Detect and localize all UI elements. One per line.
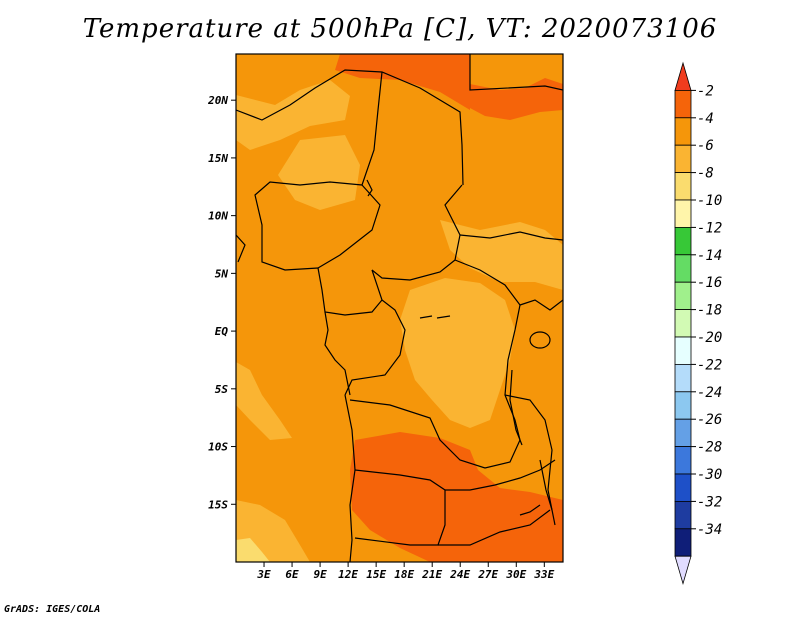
- lat-tick-label: EQ: [215, 325, 229, 338]
- credit-label: GrADS: IGES/COLA: [4, 604, 101, 615]
- colorbar-label: -30: [697, 467, 722, 483]
- field-cool-coast: [236, 362, 292, 440]
- lon-tick-label: 18E: [394, 568, 414, 581]
- colorbar-label: -34: [697, 522, 722, 538]
- colorbar-label: -22: [697, 357, 722, 373]
- colorbar-swatch: [674, 336, 692, 365]
- colorbar-swatch: [674, 500, 692, 530]
- colorbar-label: -6: [697, 138, 714, 154]
- colorbar-swatch: [674, 528, 692, 557]
- colorbar-swatch: [674, 281, 692, 311]
- border-uganda: [519, 299, 563, 311]
- border-sudan: [459, 231, 563, 241]
- colorbar-swatch: [674, 473, 692, 502]
- colorbar-bottom-arrow: [674, 555, 692, 586]
- lake-kariba: [519, 504, 541, 516]
- colorbar-swatch: [674, 90, 692, 119]
- colorbar-swatch: [674, 309, 692, 338]
- colorbar-swatch: [674, 418, 692, 448]
- colorbar-label: -28: [697, 440, 722, 456]
- field-cool-west: [278, 135, 360, 210]
- lon-tick-label: 3E: [256, 568, 271, 581]
- colorbar-swatch: [674, 199, 692, 228]
- colorbar-swatch: [674, 363, 692, 393]
- colorbar-swatch: [674, 254, 692, 283]
- river-congo: [419, 315, 451, 319]
- border-zambia-north: [445, 459, 556, 491]
- lake-chad: [366, 179, 373, 197]
- border-niger-chad: [317, 71, 383, 269]
- temperature-field: [236, 54, 563, 562]
- lon-tick-label: 9E: [313, 568, 327, 581]
- border-nigeria: [254, 181, 363, 271]
- lakes: [366, 179, 553, 516]
- lon-tick-label: 15E: [366, 568, 386, 581]
- colorbar-label: -8: [697, 166, 714, 182]
- colorbar-label: -14: [697, 248, 722, 264]
- lon-tick-label: 6E: [285, 568, 299, 581]
- border-cameroon: [317, 267, 383, 316]
- colorbar-swatch: [674, 117, 692, 146]
- colorbar-label: -2: [697, 83, 714, 99]
- lake-victoria: [529, 331, 551, 349]
- lat-tick-label: 20N: [207, 94, 228, 107]
- lat-tick-label: 5N: [215, 267, 229, 280]
- border-angola-zambia: [354, 469, 446, 546]
- colorbar-label: -4: [697, 111, 714, 127]
- lon-tick-label: 12E: [338, 568, 358, 581]
- colorbar-swatch: [674, 144, 692, 173]
- colorbar-label: -18: [697, 303, 722, 319]
- lat-tick-label: 15S: [208, 498, 228, 511]
- border-drc-east: [454, 259, 521, 441]
- colorbar-label: -12: [697, 220, 722, 236]
- lat-tick-label: 5S: [215, 383, 229, 396]
- colorbar-swatch: [674, 391, 692, 420]
- border-congo: [344, 269, 406, 396]
- border-angola-west: [344, 394, 356, 562]
- lat-tick-label: 15N: [208, 152, 228, 165]
- lon-tick-label: 30E: [505, 568, 526, 581]
- border-libya-egypt: [469, 54, 563, 91]
- border-gabon: [324, 311, 351, 396]
- field-cool-congo: [400, 278, 515, 428]
- colorbar-label: -16: [697, 275, 722, 291]
- lon-tick-label: 33E: [533, 568, 554, 581]
- colorbar-top-arrow: [674, 61, 692, 91]
- map-frame: [235, 53, 564, 563]
- lake-malawi: [539, 459, 553, 511]
- border-tanzania-malawi: [504, 394, 556, 526]
- border-zimbabwe: [438, 509, 551, 546]
- colorbar-label: -10: [697, 193, 722, 209]
- map-title: Temperature at 500hPa [C], VT: 202007310…: [82, 14, 718, 44]
- lake-tanganyika: [509, 369, 523, 446]
- border-car-chad: [371, 184, 463, 281]
- border-sahara: [236, 69, 464, 186]
- border-drc-south: [349, 399, 521, 469]
- colorbar-swatch: [674, 226, 692, 256]
- country-borders: [236, 54, 563, 562]
- colorbar-swatch: [674, 172, 692, 201]
- lon-tick-label: 27E: [477, 568, 498, 581]
- lat-tick-label: 10N: [208, 210, 228, 223]
- colorbar-label: -24: [697, 385, 722, 401]
- latitude-axis: 20N 15N 10N 5N EQ 5S 10S 15S: [207, 94, 236, 511]
- longitude-axis: 3E 6E 9E 12E 15E 18E 21E 24E 27E 30E 33E: [256, 562, 555, 581]
- border-coast-west: [236, 234, 246, 263]
- field-warm-north: [335, 54, 470, 110]
- colorbar: -2 -4 -6 -8 -10 -12 -14 -16 -18 -20 -22 -24 -26 -28 -3…: [674, 61, 722, 586]
- colorbar-swatch: [674, 446, 692, 475]
- field-cool-east: [440, 220, 563, 290]
- field-coolest-southwest: [236, 538, 270, 562]
- lon-tick-label: 21E: [421, 568, 442, 581]
- lon-tick-label: 24E: [449, 568, 470, 581]
- field-warm-northeast: [470, 78, 563, 120]
- colorbar-label: -20: [697, 330, 722, 346]
- colorbar-label: -32: [697, 494, 722, 510]
- lat-tick-label: 10S: [208, 441, 228, 454]
- colorbar-label: -26: [697, 412, 722, 428]
- field-cool-northwest: [236, 80, 350, 150]
